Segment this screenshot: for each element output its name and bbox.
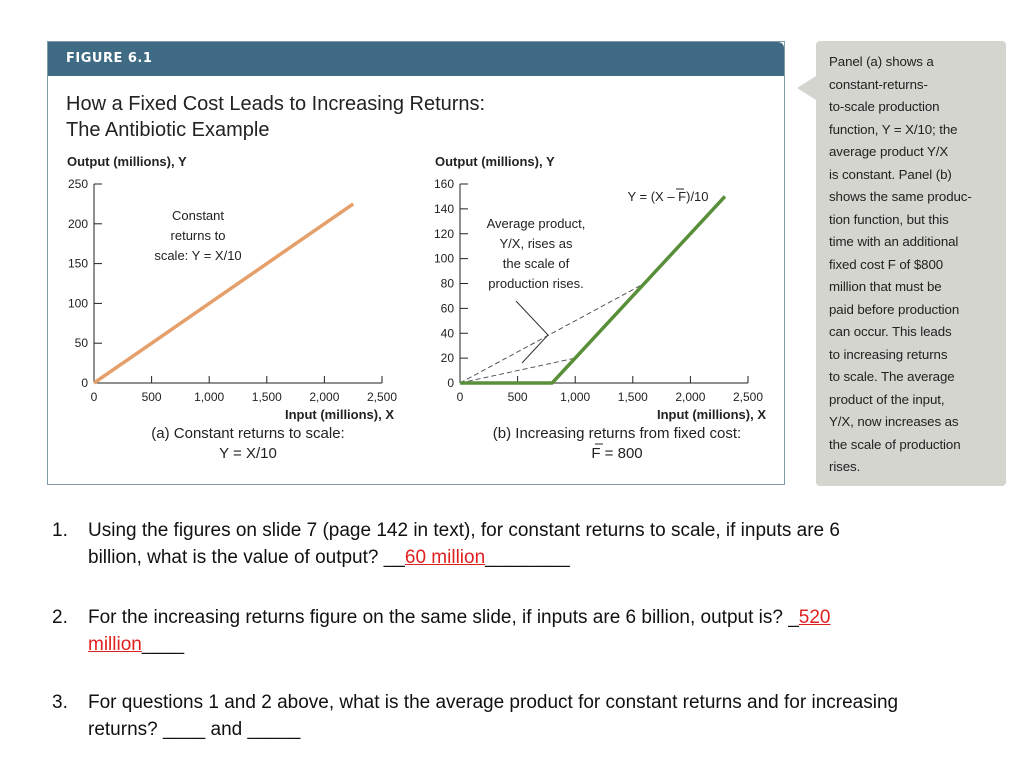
y-tick-label: 150 xyxy=(68,257,88,271)
side-note-line: constant-returns- xyxy=(829,76,928,92)
side-note-pointer xyxy=(797,76,816,100)
y-tick-label: 140 xyxy=(434,202,454,216)
side-note-line: million that must be xyxy=(829,279,942,294)
y-tick-label: 0 xyxy=(447,376,454,390)
figure-label: FIGURE 6.1 xyxy=(66,51,153,66)
side-note-line: product of the input, xyxy=(829,391,945,407)
side-note-line: shows the same produc- xyxy=(829,189,972,204)
side-note-line: to increasing returns xyxy=(829,346,948,362)
y-tick-label: 80 xyxy=(441,277,455,291)
x-axis-title: Input (millions), X xyxy=(657,407,766,422)
panel-caption-formula: Y = X/10 xyxy=(219,445,277,462)
side-note-line: is constant. Panel (b) xyxy=(829,166,952,182)
y-tick-label: 250 xyxy=(68,177,88,191)
x-tick-label: 2,000 xyxy=(675,390,705,404)
question-3-line-2: returns? ____ and _____ xyxy=(88,719,301,740)
question-3-number: 3. xyxy=(52,692,68,713)
side-note-line: to-scale production xyxy=(829,99,940,114)
chart-annotation: Y/X, rises as xyxy=(500,236,573,251)
figure-title: How a Fixed Cost Leads to Increasing Ret… xyxy=(66,91,485,143)
panel-caption-formula: F = 800 xyxy=(591,445,642,462)
question-2-line-2: million____ xyxy=(88,631,830,658)
series-label: Y = (X – F)/10 xyxy=(627,189,708,204)
side-note-line: can occur. This leads xyxy=(829,324,952,339)
chart-annotation: Average product, xyxy=(487,216,586,231)
side-note-line: Panel (a) shows a xyxy=(829,54,934,69)
side-note-line: to scale. The average xyxy=(829,369,955,384)
question-1-line-1: Using the figures on slide 7 (page 142 i… xyxy=(88,520,840,541)
question-2-blank: ____ xyxy=(141,634,185,655)
y-tick-label: 60 xyxy=(441,301,455,315)
x-tick-label: 2,500 xyxy=(733,390,763,404)
side-note-line: fixed cost F of $800 xyxy=(829,256,944,272)
x-tick-label: 500 xyxy=(142,390,162,404)
y-tick-label: 20 xyxy=(441,351,455,365)
question-2-number: 2. xyxy=(52,607,68,628)
y-tick-label: 50 xyxy=(75,336,89,350)
y-tick-label: 100 xyxy=(434,252,454,266)
figure-title-line-2: The Antibiotic Example xyxy=(66,119,270,141)
x-tick-label: 2,500 xyxy=(367,390,397,404)
x-tick-label: 2,000 xyxy=(309,390,339,404)
y-tick-label: 200 xyxy=(68,217,88,231)
chart-annotation: production rises. xyxy=(488,276,583,291)
chart-annotation: returns to xyxy=(171,228,226,243)
x-tick-label: 0 xyxy=(91,390,98,404)
x-tick-label: 1,500 xyxy=(618,390,648,404)
average-product-ray xyxy=(459,283,645,384)
side-note-line: Y/X, now increases as xyxy=(829,414,959,429)
y-tick-label: 100 xyxy=(68,296,88,310)
question-2-text: For the increasing returns figure on the… xyxy=(88,607,799,628)
y-tick-label: 0 xyxy=(81,376,88,390)
question-1-number: 1. xyxy=(52,520,68,541)
question-2-answer-part-2: million xyxy=(88,634,142,655)
y-tick-label: 40 xyxy=(441,326,455,340)
series-line xyxy=(93,202,355,385)
question-2-answer-part-1: 520 xyxy=(798,607,831,628)
question-1-text: billion, what is the value of output? __ xyxy=(88,547,405,568)
side-note-line: rises. xyxy=(829,459,861,474)
chart-annotation: Constant xyxy=(172,208,224,223)
panel-caption: (b) Increasing returns from fixed cost: xyxy=(493,425,741,442)
x-axis-title: Input (millions), X xyxy=(285,407,394,422)
question-2-line-1: For the increasing returns figure on the… xyxy=(88,604,830,631)
average-product-ray xyxy=(459,357,576,384)
side-note-line: tion function, but this xyxy=(829,211,949,227)
chart-annotation: the scale of xyxy=(503,256,570,271)
chart-annotation: scale: Y = X/10 xyxy=(154,248,241,263)
y-tick-label: 120 xyxy=(434,227,454,241)
side-note-line: time with an additional xyxy=(829,234,959,249)
series-line xyxy=(460,195,727,385)
annotation-leader xyxy=(515,300,549,364)
question-1-line-2: billion, what is the value of output? __… xyxy=(88,544,840,571)
figure-title-line-1: How a Fixed Cost Leads to Increasing Ret… xyxy=(66,93,486,115)
x-tick-label: 1,000 xyxy=(560,390,590,404)
x-tick-label: 1,000 xyxy=(194,390,224,404)
panel-caption: (a) Constant returns to scale: xyxy=(151,425,344,442)
x-tick-label: 1,500 xyxy=(252,390,282,404)
side-note-line: the scale of production xyxy=(829,436,961,452)
side-note: Panel (a) shows a constant-returns-to-sca… xyxy=(816,41,1006,486)
side-note-line: average product Y/X xyxy=(829,144,949,159)
y-tick-label: 160 xyxy=(434,177,454,191)
figure-header-bar: FIGURE 6.1 xyxy=(48,42,784,76)
y-axis-title: Output (millions), Y xyxy=(435,154,555,169)
x-tick-label: 500 xyxy=(508,390,528,404)
side-note-line: paid before production xyxy=(829,301,960,317)
side-note-line: function, Y = X/10; the xyxy=(829,121,958,137)
y-axis-title: Output (millions), Y xyxy=(67,154,187,169)
question-1-blank: ________ xyxy=(485,547,570,568)
x-tick-label: 0 xyxy=(457,390,464,404)
question-3-line-1: For questions 1 and 2 above, what is the… xyxy=(88,692,899,713)
question-1-answer: 60 million xyxy=(404,547,486,568)
